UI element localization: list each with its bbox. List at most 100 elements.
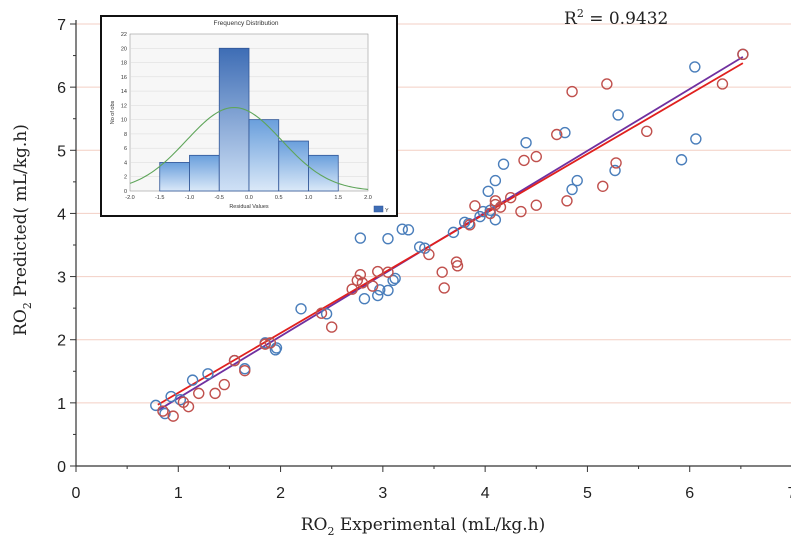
x-tick-label: 7 [788, 485, 791, 502]
data-point-series-a [295, 303, 307, 315]
y-tick-label: 0 [57, 459, 66, 476]
histogram-bar [218, 47, 250, 192]
data-point-series-b [505, 191, 517, 204]
y-tick-label: 4 [57, 206, 66, 223]
histogram-title: Frequency Distribution [213, 20, 278, 27]
histogram-x-tick-label: 1.0 [305, 195, 313, 201]
data-point-series-b [601, 78, 613, 90]
y-tick-label: 5 [57, 143, 66, 160]
histogram-x-tick-label: 2.0 [364, 195, 372, 201]
data-point-series-a [497, 158, 510, 170]
data-point-series-b [610, 157, 622, 169]
data-point-series-b [382, 266, 394, 278]
histogram-y-tick-label: 16 [121, 75, 127, 81]
data-point-series-b [228, 354, 241, 367]
data-point-series-b [469, 200, 481, 212]
histogram-bar [308, 154, 339, 192]
data-point-series-b [436, 266, 448, 278]
histogram-y-label: No of obs [110, 100, 116, 124]
data-point-series-a [413, 241, 426, 253]
y-tick-label: 2 [57, 333, 66, 350]
data-point-series-b [193, 387, 205, 400]
data-point-series-a [402, 224, 415, 236]
data-point-series-b [315, 307, 328, 319]
x-tick-label: 2 [276, 485, 285, 502]
histogram-y-tick-label: 10 [121, 118, 127, 124]
main-axes: 0123456701234567 [57, 17, 791, 502]
data-point-series-b [326, 321, 338, 333]
histogram-y-tick-label: 12 [121, 103, 127, 109]
histogram-y-tick-label: 6 [124, 146, 127, 152]
data-point-series-b [518, 154, 530, 167]
data-point-series-a [382, 284, 394, 297]
data-point-series-a [387, 274, 399, 287]
histogram-x-tick-label: -1.0 [185, 195, 194, 201]
data-point-series-a [489, 174, 502, 187]
histogram-bar [248, 119, 280, 192]
data-point-series-b [157, 405, 169, 417]
data-point-series-a [482, 185, 494, 198]
data-point-series-b [561, 195, 573, 207]
data-point-series-b [167, 410, 179, 422]
data-point-series-b [356, 277, 369, 289]
x-tick-label: 5 [583, 485, 592, 502]
data-point-series-a [419, 242, 431, 254]
data-point-series-b [716, 78, 729, 90]
histogram-bar [278, 140, 309, 192]
data-point-series-a [174, 394, 187, 406]
data-point-series-b [451, 260, 464, 272]
r2-annotation: R2 = 0.9432 [564, 7, 668, 29]
data-point-series-b [566, 85, 578, 98]
data-point-series-a [320, 308, 333, 320]
data-point-series-b [737, 48, 749, 61]
y-axis-label: RO2 Predicted( mL/kg.h) [11, 124, 34, 336]
data-point-series-b [484, 207, 496, 220]
trendline-series-b [157, 62, 744, 406]
y-tick-label: 3 [57, 270, 66, 287]
histogram-bar [159, 162, 190, 192]
histogram-y-tick-label: 0 [124, 189, 127, 195]
data-point-series-b [182, 400, 195, 413]
data-point-series-b [354, 268, 367, 281]
data-point-series-b [551, 128, 563, 141]
data-point-series-b [641, 125, 653, 138]
data-point-series-b [423, 248, 435, 261]
data-point-series-a [396, 223, 408, 235]
histogram-y-tick-label: 20 [121, 46, 127, 52]
data-point-series-a [354, 232, 367, 244]
data-point-series-b [494, 201, 507, 213]
x-tick-label: 3 [378, 485, 387, 502]
histogram-x-label: Residual Values [229, 204, 269, 210]
data-point-series-b [259, 338, 271, 350]
data-point-series-b [209, 387, 221, 400]
y-tick-label: 6 [57, 80, 66, 97]
x-tick-label: 1 [174, 485, 183, 502]
histogram-x-tick-label: -2.0 [125, 195, 134, 201]
data-point-series-a [159, 407, 171, 420]
data-point-series-a [689, 61, 701, 73]
data-point-series-a [463, 217, 475, 230]
x-tick-label: 0 [72, 485, 81, 502]
data-point-series-b [218, 378, 231, 391]
data-point-series-b [366, 280, 379, 292]
histogram-inset: Frequency Distribution 0 2 4 6 8 10 12 14 16 18 20 2… [100, 15, 398, 217]
x-tick-label: 6 [685, 485, 694, 502]
histogram-y-tick-label: 18 [121, 61, 127, 67]
data-point-series-a [382, 232, 394, 245]
data-point-series-a [612, 109, 624, 121]
data-point-series-a [675, 154, 688, 166]
data-point-series-b [372, 265, 384, 278]
fit-lines [157, 56, 744, 412]
histogram-y-tick-label: 14 [121, 89, 127, 95]
x-axis-label: RO2 Experimental (mL/kg.h) [301, 515, 546, 538]
data-point-series-b [464, 219, 476, 231]
data-point-series-a [520, 137, 532, 149]
data-point-series-a [372, 289, 384, 302]
histogram-x-tick-label: 0.5 [275, 195, 283, 201]
legend-swatch [373, 205, 384, 213]
histogram-y-tick-label: 2 [124, 175, 127, 181]
data-point-series-a [690, 133, 702, 145]
histogram-x-tick-label: 0.0 [245, 195, 253, 201]
data-point-series-a [447, 226, 460, 239]
